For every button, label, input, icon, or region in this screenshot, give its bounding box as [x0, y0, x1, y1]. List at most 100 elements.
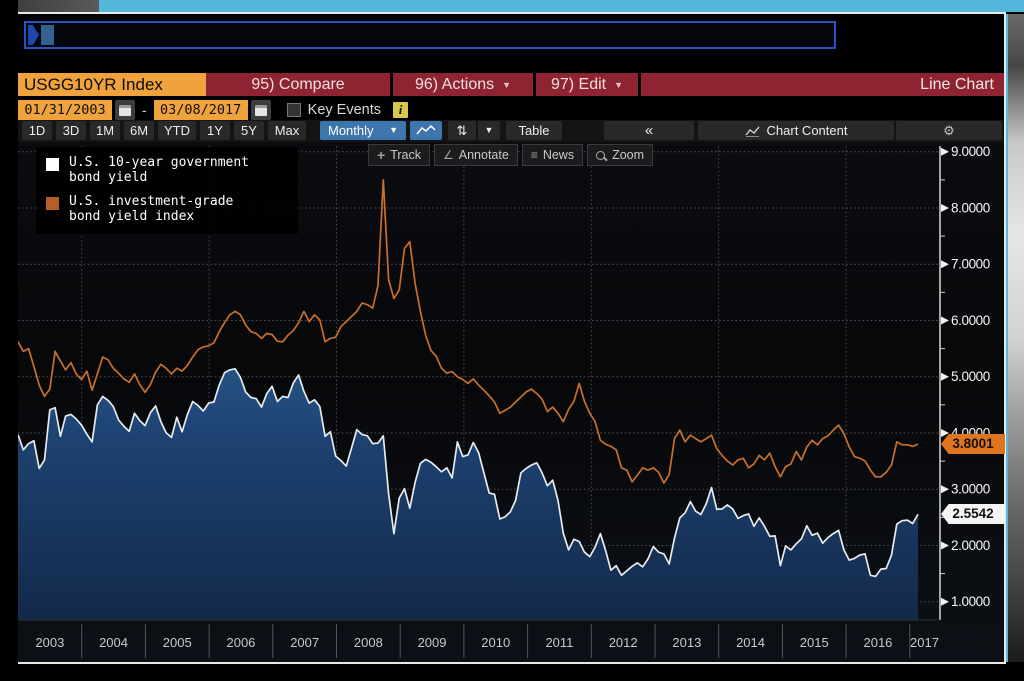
series-line-10yr — [18, 367, 919, 578]
y-axis-label: 1.0000 — [951, 594, 990, 609]
window-titlebar-fragment — [18, 0, 99, 12]
annotate-icon: ∠ — [442, 148, 454, 162]
x-axis-year-label: 2010 — [481, 635, 510, 650]
tool-label: Zoom — [612, 148, 645, 162]
frequency-label: Monthly — [328, 123, 374, 138]
range-button-1m[interactable]: 1M — [90, 121, 120, 140]
x-axis-year-label: 2016 — [863, 635, 892, 650]
terminal-window: USGG10YR Index 95) Compare 96) Actions ▼ 97… — [18, 12, 1006, 664]
chevron-down-icon: ▼ — [484, 125, 494, 135]
sort-icon: ⇅ — [456, 123, 468, 138]
y-tick-arrow-icon — [941, 597, 949, 606]
legend-label: U.S. investment-grade bond yield index — [69, 194, 234, 224]
x-axis-year-label: 2003 — [35, 635, 64, 650]
start-calendar-button[interactable] — [115, 100, 135, 120]
sort-button[interactable]: ⇅ — [448, 121, 476, 140]
window-titlebar[interactable] — [99, 0, 1024, 12]
range-button-ytd[interactable]: YTD — [158, 121, 196, 140]
y-tick-arrow-icon — [941, 260, 949, 269]
track-button[interactable]: + Track — [368, 144, 430, 166]
price-chart[interactable]: 9.00008.00007.00006.00005.00004.00003.00… — [18, 142, 1004, 662]
calendar-icon — [119, 104, 131, 116]
line-chart-icon — [416, 124, 436, 135]
chevron-down-icon: ▼ — [614, 79, 624, 90]
menu-item-label: 96) Actions — [414, 75, 495, 93]
background-window-strip — [1008, 14, 1024, 662]
y-tick-arrow-icon — [941, 147, 949, 156]
x-axis-year-label: 2007 — [290, 635, 319, 650]
key-events-checkbox[interactable] — [286, 103, 301, 117]
menu-separator — [638, 73, 641, 96]
line-chart-type-button[interactable] — [410, 121, 442, 140]
last-value-badge-10yr: 2.5542 — [941, 504, 1005, 524]
chevron-down-icon: ▼ — [502, 79, 512, 90]
calendar-icon — [254, 104, 267, 116]
range-button-1y[interactable]: 1Y — [200, 121, 230, 140]
legend-item[interactable]: U.S. investment-grade bond yield index — [46, 194, 288, 224]
news-icon: ≡ — [530, 148, 538, 162]
x-axis-year-label: 2015 — [800, 635, 829, 650]
ticker-tab[interactable]: USGG10YR Index — [18, 73, 206, 96]
settings-button[interactable]: ⚙ — [896, 121, 1002, 140]
legend-swatch-icon — [46, 197, 59, 210]
annotate-button[interactable]: ∠ Annotate — [433, 144, 518, 166]
chart-content-icon — [744, 126, 760, 137]
legend-swatch-icon — [46, 158, 59, 171]
y-axis-label: 7.0000 — [951, 257, 990, 272]
range-button-5y[interactable]: 5Y — [234, 121, 264, 140]
chart-tools-bar: + Track ∠ Annotate ≡ News Zoom — [368, 144, 657, 166]
range-button-1d[interactable]: 1D — [22, 121, 52, 140]
chart-content-label: Chart Content — [766, 123, 848, 138]
chart-type-label: Line Chart — [920, 75, 994, 93]
range-button-6m[interactable]: 6M — [124, 121, 154, 140]
prompt-icon — [28, 25, 39, 45]
chart-toolbar: Monthly ▼ ⇅ ▼ Table « Chart Content ⚙ 1D… — [18, 120, 1004, 142]
legend: U.S. 10-year government bond yield U.S. in… — [36, 147, 298, 234]
y-axis-label: 3.0000 — [951, 482, 990, 497]
y-axis-label: 9.0000 — [951, 144, 990, 159]
x-axis-year-label: 2006 — [226, 635, 255, 650]
x-axis-year-label: 2004 — [99, 635, 128, 650]
menu-red-bar: 95) Compare 96) Actions ▼ 97) Edit ▼ Line Ch… — [206, 73, 1004, 96]
x-axis: 2003 2004 2005 2006 2007 2008 2009 2010 2011 2012… — [18, 619, 940, 658]
range-button-3d[interactable]: 3D — [56, 121, 86, 140]
menu-item-edit[interactable]: 97) Edit ▼ — [536, 73, 638, 96]
menu-item-compare[interactable]: 95) Compare — [206, 73, 390, 96]
legend-item[interactable]: U.S. 10-year government bond yield — [46, 155, 288, 185]
y-axis-label: 2.0000 — [951, 538, 990, 553]
y-axis: 9.00008.00007.00006.00005.00004.00003.00… — [939, 144, 990, 620]
track-icon: + — [377, 147, 386, 163]
start-date-field[interactable]: 01/31/2003 — [18, 100, 112, 120]
menu-item-actions[interactable]: 96) Actions ▼ — [393, 73, 533, 96]
range-button-max[interactable]: Max — [268, 121, 306, 140]
x-axis-year-label: 2014 — [736, 635, 765, 650]
chart-content-button[interactable]: Chart Content — [698, 121, 894, 140]
x-axis-year-label: 2012 — [609, 635, 638, 650]
series-line-ig — [18, 178, 919, 484]
collapse-button[interactable]: « — [604, 121, 694, 140]
last-value-badge-ig: 3.8001 — [941, 434, 1005, 454]
date-separator: - — [142, 102, 147, 118]
x-axis-year-label: 2005 — [163, 635, 192, 650]
y-axis-label: 5.0000 — [951, 369, 990, 384]
chart-style-caret-button[interactable]: ▼ — [478, 121, 500, 140]
news-button[interactable]: ≡ News — [521, 144, 584, 166]
menu-item-label: 95) Compare — [251, 75, 345, 93]
menu-bar: USGG10YR Index 95) Compare 96) Actions ▼ 97… — [18, 73, 1004, 96]
x-axis-year-label: 2009 — [418, 635, 447, 650]
y-tick-arrow-icon — [941, 541, 949, 550]
gear-icon: ⚙ — [943, 123, 955, 138]
y-tick-arrow-icon — [941, 428, 949, 437]
text-cursor — [41, 25, 54, 45]
frequency-dropdown[interactable]: Monthly ▼ — [320, 121, 406, 140]
x-axis-year-label: 2011 — [545, 635, 573, 650]
y-tick-arrow-icon — [941, 316, 949, 325]
end-date-field[interactable]: 03/08/2017 — [153, 100, 248, 120]
command-input[interactable] — [24, 21, 836, 49]
info-icon[interactable]: i — [393, 102, 409, 118]
y-axis-label: 8.0000 — [951, 200, 990, 215]
table-button[interactable]: Table — [506, 121, 562, 140]
legend-label: U.S. 10-year government bond yield — [69, 155, 250, 185]
end-calendar-button[interactable] — [250, 100, 271, 120]
zoom-button[interactable]: Zoom — [587, 144, 654, 166]
